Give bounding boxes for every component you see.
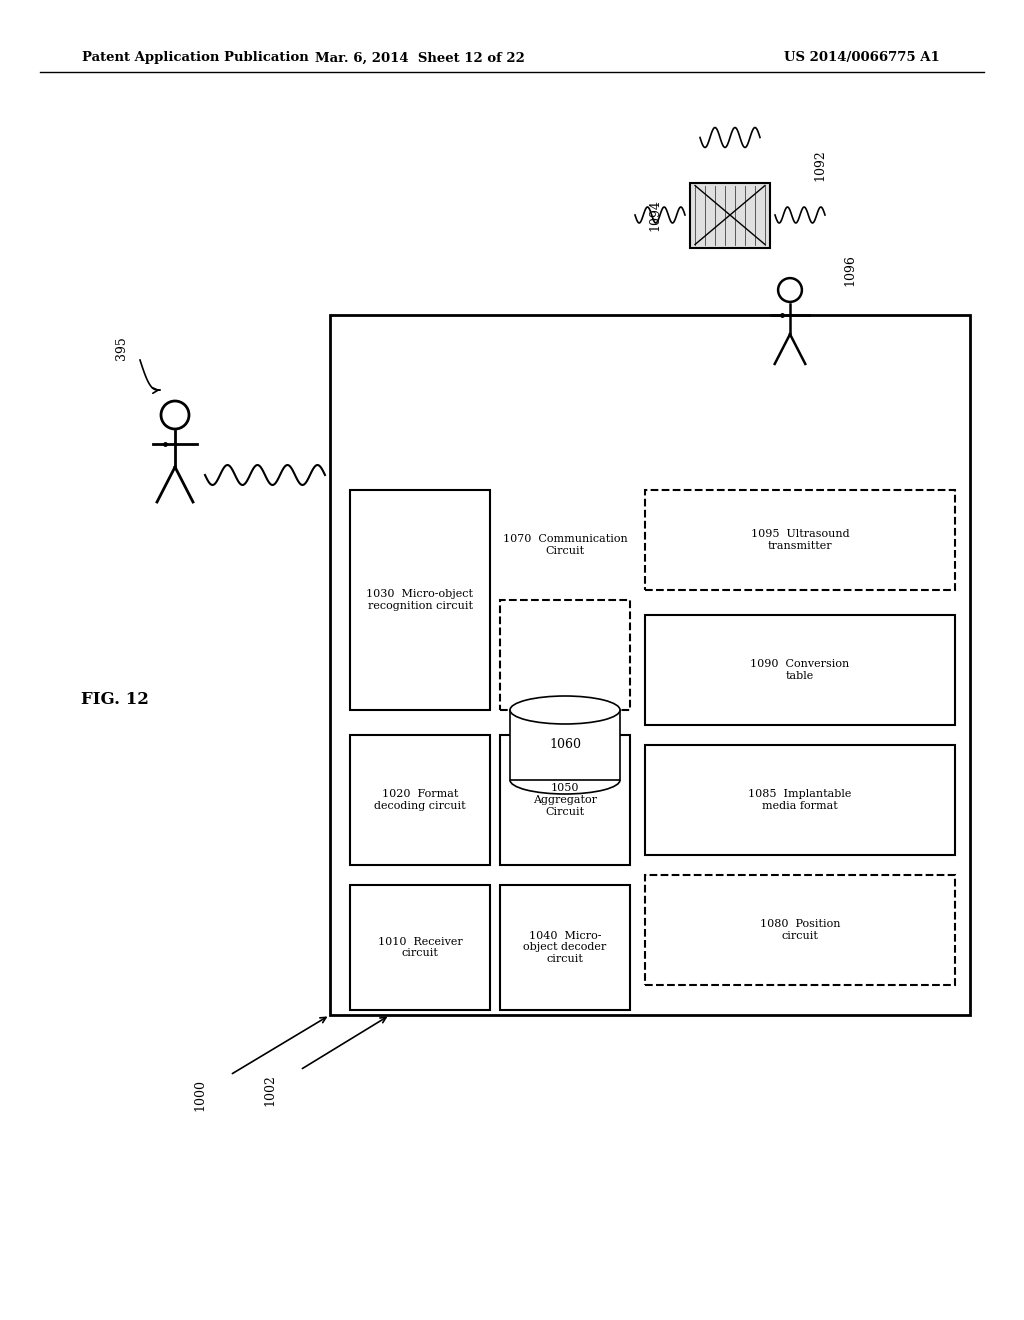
- Ellipse shape: [510, 696, 620, 723]
- Text: 1092: 1092: [813, 149, 826, 181]
- Text: FIG. 12: FIG. 12: [81, 692, 148, 709]
- Bar: [500, 601, 630, 710]
- Bar: [500, 884, 630, 1010]
- Text: Patent Application Publication: Patent Application Publication: [82, 51, 309, 65]
- Text: 1096: 1096: [844, 253, 856, 286]
- Bar: [350, 884, 490, 1010]
- Text: 395: 395: [116, 337, 128, 360]
- Text: 1060: 1060: [549, 738, 581, 751]
- Text: 1085  Implantable
media format: 1085 Implantable media format: [749, 789, 852, 810]
- Text: 1050
Aggregator
Circuit: 1050 Aggregator Circuit: [534, 783, 597, 817]
- Text: Mar. 6, 2014  Sheet 12 of 22: Mar. 6, 2014 Sheet 12 of 22: [315, 51, 525, 65]
- Text: 1010  Receiver
circuit: 1010 Receiver circuit: [378, 937, 463, 958]
- Text: 1094: 1094: [648, 199, 662, 231]
- Text: 1020  Format
decoding circuit: 1020 Format decoding circuit: [374, 789, 466, 810]
- Text: 1070  Communication
Circuit: 1070 Communication Circuit: [503, 535, 628, 556]
- Text: 1030  Micro-object
recognition circuit: 1030 Micro-object recognition circuit: [367, 589, 473, 611]
- Text: 1095  Ultrasound
transmitter: 1095 Ultrasound transmitter: [751, 529, 849, 550]
- Text: 1002: 1002: [263, 1074, 276, 1106]
- Bar: [645, 615, 955, 725]
- Bar: [350, 735, 490, 865]
- Bar: [645, 875, 955, 985]
- Text: 1040  Micro-
object decoder
circuit: 1040 Micro- object decoder circuit: [523, 931, 606, 964]
- Text: 1090  Conversion
table: 1090 Conversion table: [751, 659, 850, 681]
- Text: US 2014/0066775 A1: US 2014/0066775 A1: [784, 51, 940, 65]
- Bar: [330, 315, 970, 1015]
- Text: 1080  Position
circuit: 1080 Position circuit: [760, 919, 841, 941]
- Bar: [510, 710, 620, 780]
- Text: 1000: 1000: [194, 1078, 207, 1111]
- Bar: [645, 490, 955, 590]
- Bar: [645, 744, 955, 855]
- Bar: [350, 490, 490, 710]
- Bar: [690, 182, 770, 248]
- Bar: [500, 735, 630, 865]
